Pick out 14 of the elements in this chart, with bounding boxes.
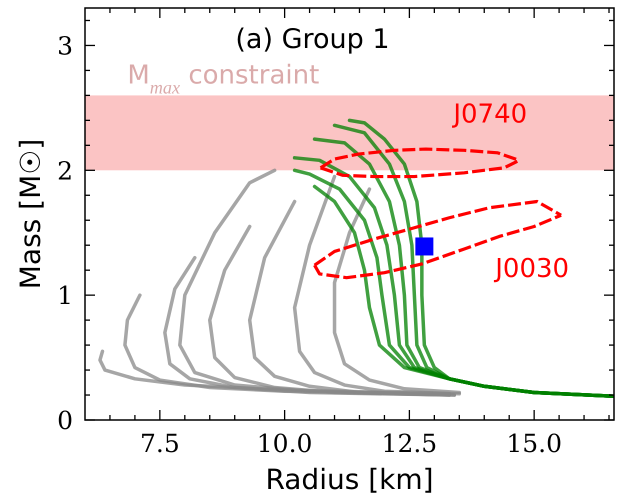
y-tick-label: 0 — [57, 406, 73, 435]
y-tick-label: 3 — [57, 31, 73, 60]
x-tick-label: 10.0 — [256, 429, 312, 458]
y-tick-label: 2 — [57, 156, 73, 186]
x-tick-label: 15.0 — [506, 429, 562, 458]
x-tick-label: 12.5 — [382, 429, 438, 458]
x-tick-label: 7.5 — [140, 429, 180, 458]
y-tick-label: 1 — [57, 281, 73, 310]
x-axis-title: Radius [km] — [265, 463, 434, 496]
annotation: (a) Group 1 — [235, 24, 390, 55]
series-label: J0740 — [451, 99, 528, 130]
y-axis-title: Mass [M☉] — [14, 138, 47, 290]
series-label: J0030 — [493, 254, 570, 284]
band-label: M$_{max}$ constraint — [127, 60, 320, 98]
